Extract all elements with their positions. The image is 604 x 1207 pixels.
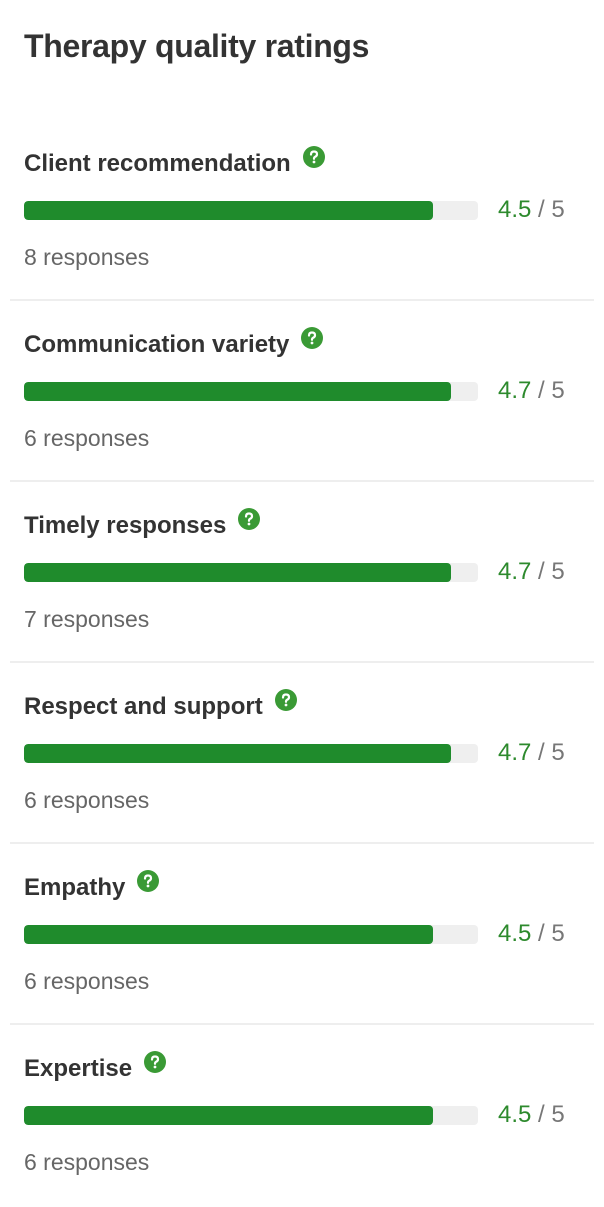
separator	[10, 299, 594, 301]
rating-bar	[24, 925, 433, 944]
label-text: Communication variety	[24, 331, 290, 358]
rating-section: Empathy 4.5 / 5 6 responses	[0, 844, 604, 1025]
rating-separator: /	[531, 1101, 552, 1128]
rating-label: Timely responses	[24, 508, 261, 540]
rating-label: Client recommendation	[24, 146, 325, 178]
rating-separator: /	[531, 377, 552, 404]
rating-section: Respect and support 4.7 / 5 6 responses	[0, 663, 604, 844]
rating-number: 4.5	[498, 920, 532, 947]
label-text: Respect and support	[24, 693, 263, 720]
rating-max: 5	[551, 920, 565, 947]
help-icon[interactable]	[137, 870, 160, 892]
rating-number: 4.7	[498, 739, 532, 766]
page-title: Therapy quality ratings	[24, 28, 370, 64]
rating-label: Empathy	[24, 870, 160, 902]
rating-max: 5	[551, 377, 565, 404]
rating-value: 4.5 / 5	[498, 196, 565, 224]
rating-section: Timely responses 4.7 / 5 7 responses	[0, 482, 604, 663]
rating-track	[24, 744, 478, 763]
rating-max: 5	[551, 1101, 565, 1128]
help-icon[interactable]	[238, 508, 261, 530]
rating-value: 4.5 / 5	[498, 920, 565, 948]
help-icon[interactable]	[301, 327, 324, 349]
separator	[10, 661, 594, 663]
rating-separator: /	[531, 920, 552, 947]
rating-value: 4.5 / 5	[498, 1101, 565, 1129]
separator	[10, 842, 594, 844]
rating-label: Communication variety	[24, 327, 324, 359]
rating-separator: /	[531, 739, 552, 766]
rating-track	[24, 201, 478, 220]
separator	[10, 480, 594, 482]
rating-label: Respect and support	[24, 689, 297, 721]
rating-label: Expertise	[24, 1051, 167, 1083]
help-icon[interactable]	[274, 689, 297, 711]
rating-number: 4.5	[498, 1101, 532, 1128]
rating-value: 4.7 / 5	[498, 739, 565, 767]
rating-bar	[24, 382, 451, 401]
rating-bar	[24, 1106, 433, 1125]
response-count: 6 responses	[24, 787, 150, 813]
rating-bar	[24, 201, 433, 220]
rating-number: 4.5	[498, 196, 532, 223]
help-icon[interactable]	[144, 1051, 167, 1073]
rating-max: 5	[551, 558, 565, 585]
rating-bar	[24, 563, 451, 582]
response-count: 8 responses	[24, 244, 150, 270]
label-text: Empathy	[24, 874, 126, 901]
rating-number: 4.7	[498, 377, 532, 404]
rating-value: 4.7 / 5	[498, 558, 565, 586]
separator	[10, 1023, 594, 1025]
rating-max: 5	[551, 739, 565, 766]
rating-max: 5	[551, 196, 565, 223]
rating-separator: /	[531, 196, 552, 223]
label-text: Client recommendation	[24, 150, 291, 177]
rating-section: Client recommendation 4.5 / 5 8 responses	[0, 120, 604, 301]
rating-separator: /	[531, 558, 552, 585]
rating-section: Expertise 4.5 / 5 6 responses	[0, 1025, 604, 1206]
response-count: 7 responses	[24, 606, 150, 632]
rating-bar	[24, 744, 451, 763]
response-count: 6 responses	[24, 1149, 150, 1175]
rating-track	[24, 1106, 478, 1125]
rating-section: Communication variety 4.7 / 5 6 responses	[0, 301, 604, 482]
help-icon[interactable]	[302, 146, 325, 168]
label-text: Expertise	[24, 1055, 133, 1082]
rating-track	[24, 563, 478, 582]
response-count: 6 responses	[24, 425, 150, 451]
rating-track	[24, 382, 478, 401]
rating-track	[24, 925, 478, 944]
label-text: Timely responses	[24, 512, 227, 539]
rating-number: 4.7	[498, 558, 532, 585]
rating-value: 4.7 / 5	[498, 377, 565, 405]
response-count: 6 responses	[24, 968, 150, 994]
